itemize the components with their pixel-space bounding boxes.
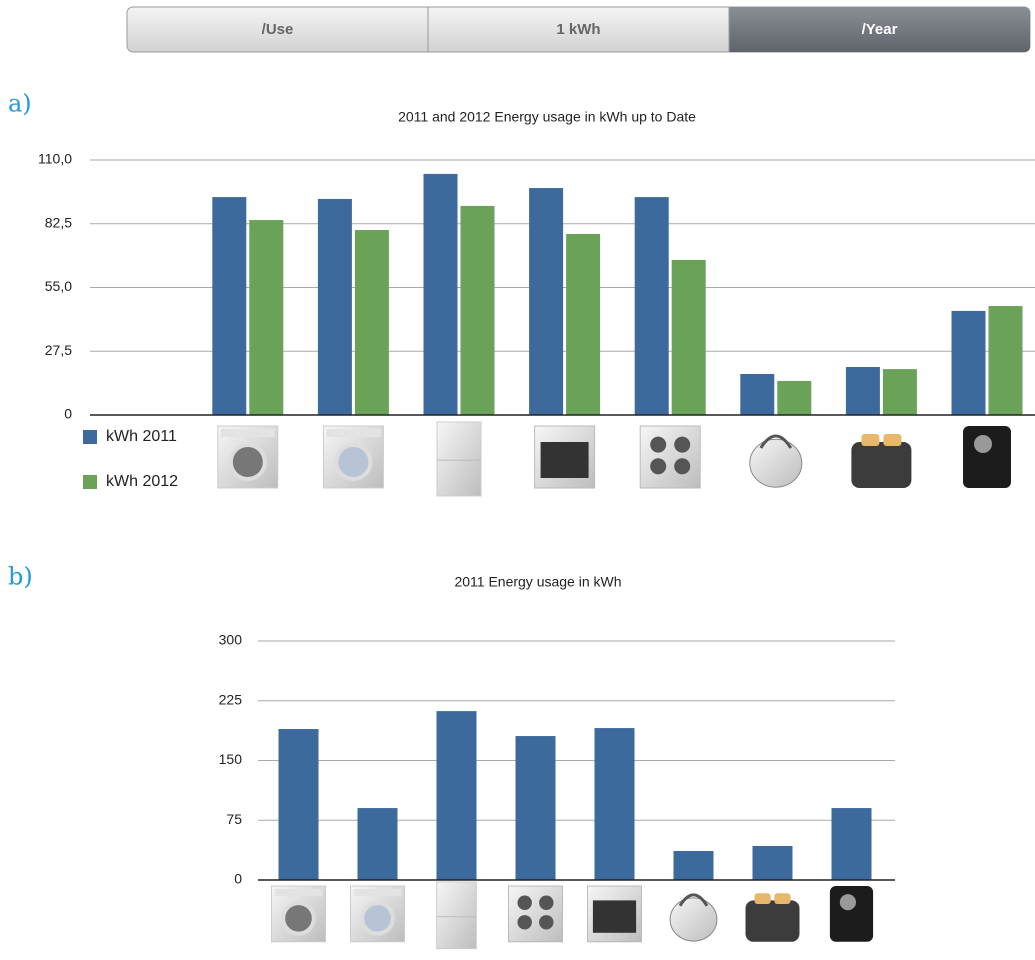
icon-part [774,893,791,904]
icon-part [274,889,323,897]
appliance-icon [350,885,405,943]
icon-part [974,435,992,453]
y-tick-label: 300 [219,632,243,648]
icon-part [220,429,275,437]
bar [671,259,706,415]
bar [988,306,1023,415]
icon-part [678,893,709,907]
bar [777,380,812,415]
icon-part [436,421,482,497]
y-tick-label: 225 [219,691,243,707]
appliance-icon [669,893,718,942]
y-tick-label: 0 [64,406,72,422]
icon-part [745,900,800,942]
segment-label[interactable]: /Use [262,21,294,38]
icon-part [539,895,554,910]
segment-label[interactable]: /Year [862,21,898,38]
icon-part [963,426,1011,488]
bar [423,173,458,415]
icon-part [228,442,267,481]
panel-label: a) [8,90,32,118]
bar [594,728,635,880]
icon-part [334,442,373,481]
appliance-icon [851,434,912,488]
icon-part [508,885,563,943]
y-tick-label: 150 [219,751,243,767]
bar [278,729,319,880]
bar [249,220,284,415]
legend-label: kWh 2011 [106,428,177,445]
icon-part [749,438,803,488]
bar [529,188,564,415]
appliance-icon [745,893,800,942]
bar [831,808,872,880]
bar [566,233,601,415]
icon-part [829,886,874,942]
bar [673,851,714,880]
icon-part [353,889,402,897]
y-tick-label: 55,0 [45,278,72,294]
icon-part [360,901,395,936]
y-tick-label: 27,5 [45,342,72,358]
chart-title: 2011 and 2012 Energy usage in kWh up to … [398,109,696,125]
y-tick-label: 82,5 [45,214,72,230]
bar [634,197,669,415]
icon-part [861,434,880,446]
appliance-icon [436,421,482,497]
icon-part [592,900,637,933]
y-tick-label: 110,0 [38,151,72,167]
bar [882,369,917,415]
icon-part [759,434,793,449]
icon-part [674,436,691,453]
bar [515,736,556,880]
appliance-icon [587,885,642,943]
bar [436,711,477,880]
legend-swatch [83,475,97,489]
appliance-icon [639,425,701,489]
appliance-icon [436,881,477,950]
bar [951,310,986,415]
bar [752,845,793,880]
icon-part [281,901,316,936]
bar [845,367,880,415]
panel-label: b) [8,563,33,591]
bar [354,230,389,415]
appliance-icon [217,425,279,489]
icon-part [839,894,857,911]
chart-title: 2011 Energy usage in kWh [454,574,621,590]
bar [212,197,247,415]
legend-label: kWh 2012 [106,473,178,490]
icon-part [650,458,667,475]
appliance-icon [749,434,803,488]
appliance-icon [322,425,384,489]
icon-part [639,425,701,489]
appliance-icon [829,886,874,942]
icon-part [883,434,902,446]
icon-part [539,915,554,930]
icon-part [517,915,532,930]
y-tick-label: 75 [226,811,242,827]
icon-part [540,442,589,478]
icon-part [851,442,912,488]
legend-swatch [83,430,97,444]
icon-part [517,895,532,910]
bar [357,808,398,880]
icon-part [650,436,667,453]
appliance-icon [271,885,326,943]
bar [740,373,775,415]
appliance-icon [508,885,563,943]
icon-part [754,893,771,904]
icon-part [674,458,691,475]
appliance-icon [963,426,1011,488]
y-tick-label: 0 [234,871,242,887]
icon-part [436,881,477,950]
bar [317,198,352,415]
appliance-icon [534,425,596,489]
icon-part [669,897,718,942]
icon-part [326,429,381,437]
segment-label[interactable]: 1 kWh [556,21,600,38]
bar [460,205,495,415]
segment-selected[interactable] [729,7,1030,52]
